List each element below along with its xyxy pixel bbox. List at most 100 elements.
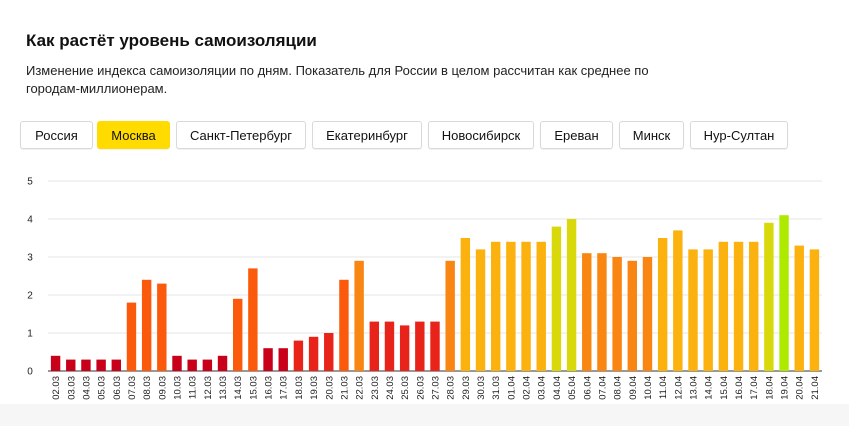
tab-moscow[interactable]: Москва bbox=[97, 121, 170, 149]
bar bbox=[491, 241, 501, 371]
x-tick-label: 17.03 bbox=[279, 376, 290, 400]
bar bbox=[81, 359, 91, 371]
bar bbox=[749, 241, 759, 371]
x-tick-label: 19.04 bbox=[780, 376, 791, 400]
bar bbox=[187, 359, 197, 371]
tab-russia[interactable]: Россия bbox=[20, 121, 93, 149]
bar bbox=[141, 279, 152, 371]
bar bbox=[612, 257, 622, 371]
x-tick-label: 21.04 bbox=[810, 376, 821, 400]
x-tick-label: 03.04 bbox=[537, 376, 548, 400]
bar bbox=[66, 359, 76, 371]
bar bbox=[248, 268, 258, 371]
x-tick-label: 17.04 bbox=[749, 376, 760, 400]
x-tick-label: 02.04 bbox=[522, 376, 533, 400]
tab-yekaterinburg[interactable]: Екатеринбург bbox=[312, 121, 422, 149]
bar bbox=[233, 298, 243, 371]
x-tick-label: 06.04 bbox=[582, 376, 593, 400]
y-tick-label: 2 bbox=[27, 291, 33, 302]
x-tick-label: 04.04 bbox=[552, 376, 563, 400]
bar bbox=[597, 253, 607, 371]
tab-nur-sultan[interactable]: Нур-Султан bbox=[690, 121, 788, 149]
x-tick-label: 04.03 bbox=[81, 376, 92, 400]
y-tick-label: 0 bbox=[27, 367, 33, 378]
bar bbox=[475, 249, 486, 371]
x-tick-label: 24.03 bbox=[385, 376, 396, 400]
bar bbox=[202, 359, 213, 371]
x-tick-label: 12.03 bbox=[203, 376, 214, 400]
bar bbox=[308, 336, 319, 371]
y-tick-label: 4 bbox=[27, 215, 33, 226]
bar bbox=[521, 241, 531, 371]
x-tick-label: 09.03 bbox=[157, 376, 168, 400]
x-tick-label: 31.03 bbox=[491, 376, 502, 400]
bar bbox=[111, 359, 121, 371]
bar bbox=[673, 230, 683, 371]
x-tick-label: 10.03 bbox=[173, 376, 184, 400]
x-tick-label: 11.03 bbox=[188, 376, 199, 399]
bar bbox=[339, 279, 349, 371]
bar bbox=[50, 355, 61, 371]
x-tick-label: 16.04 bbox=[734, 376, 745, 400]
x-tick-label: 07.03 bbox=[127, 376, 138, 400]
bar bbox=[384, 321, 395, 371]
bar bbox=[369, 321, 379, 371]
bar bbox=[96, 359, 106, 371]
bar bbox=[445, 260, 455, 371]
x-tick-label: 08.03 bbox=[142, 376, 153, 400]
bar bbox=[278, 348, 288, 371]
bar bbox=[779, 215, 789, 371]
bar-chart: 0 1 2 3 4 5 02.03 03.03 04.03 05.03 06.03 07.03 08.0… bbox=[27, 177, 822, 400]
x-tick-label: 07.04 bbox=[597, 376, 608, 400]
bar bbox=[703, 249, 713, 371]
chart-subtitle: Изменение индекса самоизоляции по дням. … bbox=[26, 63, 649, 96]
bar bbox=[688, 249, 698, 371]
bar bbox=[794, 245, 804, 371]
bar bbox=[354, 260, 364, 371]
chart-title: Как растёт уровень самоизоляции bbox=[26, 31, 317, 50]
bar bbox=[126, 302, 137, 371]
bar bbox=[809, 249, 820, 371]
bar bbox=[293, 340, 304, 371]
x-tick-label: 05.03 bbox=[97, 376, 108, 400]
x-tick-label: 12.04 bbox=[673, 376, 684, 400]
x-tick-label: 14.03 bbox=[233, 376, 244, 400]
bar bbox=[157, 283, 167, 371]
bar bbox=[627, 260, 637, 371]
bar bbox=[217, 355, 228, 371]
x-tick-label: 08.04 bbox=[613, 376, 624, 400]
x-tick-label: 21.03 bbox=[339, 376, 350, 400]
bar bbox=[551, 226, 562, 371]
x-tick-label: 18.04 bbox=[764, 376, 775, 400]
footer-band bbox=[0, 404, 849, 426]
x-tick-label: 01.04 bbox=[506, 376, 517, 400]
x-tick-label: 20.04 bbox=[795, 376, 806, 400]
tab-yerevan[interactable]: Ереван bbox=[540, 121, 613, 149]
x-tick-label: 09.04 bbox=[628, 376, 639, 400]
bar bbox=[566, 219, 577, 371]
tab-saint-petersburg[interactable]: Санкт-Петербург bbox=[176, 121, 306, 149]
bar bbox=[415, 321, 425, 371]
x-tick-label: 20.03 bbox=[324, 376, 335, 400]
x-tick-label: 16.03 bbox=[264, 376, 275, 400]
bar bbox=[460, 238, 471, 371]
x-tick-label: 18.03 bbox=[294, 376, 305, 400]
x-tick-label: 03.03 bbox=[66, 376, 77, 400]
x-tick-label: 15.04 bbox=[719, 376, 730, 400]
x-tick-label: 19.03 bbox=[309, 376, 320, 400]
x-tick-label: 05.04 bbox=[567, 376, 578, 400]
x-tick-label: 29.03 bbox=[461, 376, 472, 400]
bar bbox=[399, 325, 410, 371]
bar bbox=[718, 241, 729, 371]
x-tick-label: 26.03 bbox=[415, 376, 426, 400]
x-tick-label: 13.03 bbox=[218, 376, 229, 400]
x-tick-label: 23.03 bbox=[370, 376, 381, 400]
x-tick-label: 15.03 bbox=[248, 376, 259, 400]
tab-novosibirsk[interactable]: Новосибирск bbox=[428, 121, 534, 149]
x-tick-label: 30.03 bbox=[476, 376, 487, 400]
y-tick-label: 3 bbox=[27, 253, 33, 264]
x-tick-label: 02.03 bbox=[51, 376, 62, 400]
y-tick-label: 5 bbox=[27, 177, 33, 188]
x-tick-label: 14.04 bbox=[704, 376, 715, 400]
tab-minsk[interactable]: Минск bbox=[619, 121, 684, 149]
